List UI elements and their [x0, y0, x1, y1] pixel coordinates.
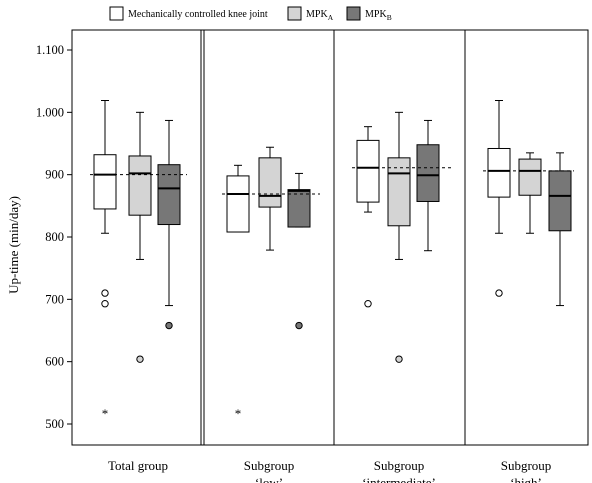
outlier-marker [495, 289, 503, 297]
outlier-marker [101, 289, 109, 297]
panel-group [352, 111, 451, 363]
group-sublabel: ‘low’ [255, 475, 283, 483]
box [226, 175, 250, 233]
legend-swatch-mpka [287, 6, 302, 21]
outlier-marker [395, 355, 403, 363]
outlier-marker [295, 321, 303, 330]
legend-label-mpka: MPKA [306, 9, 334, 22]
box [93, 154, 117, 210]
group-sublabel: ‘intermediate’ [362, 475, 436, 483]
panel-group: * [222, 146, 320, 421]
box [287, 189, 311, 228]
x-axis-labels: Total group Subgroup ‘low’ Subgroup ‘interme… [108, 458, 551, 483]
box [128, 155, 152, 216]
legend-label-mpkb: MPKB [365, 9, 392, 22]
extreme-marker: * [235, 406, 242, 421]
group-label: Subgroup [244, 458, 295, 473]
outlier-marker [364, 299, 372, 308]
legend-swatch-mechanical [109, 6, 124, 21]
outlier-marker [165, 321, 173, 330]
box [387, 157, 411, 227]
y-tick-label: 600 [45, 355, 64, 369]
outlier-marker [136, 355, 144, 363]
legend: Mechanically controlled knee joint MPKA … [109, 6, 392, 22]
legend-label-mechanical: Mechanically controlled knee joint [128, 9, 268, 20]
panel-dividers [200, 30, 466, 445]
y-tick-label: 700 [45, 292, 64, 306]
group-sublabel: ‘high’ [510, 475, 542, 483]
plot-marks: * * [90, 99, 574, 421]
group-label: Subgroup [501, 458, 552, 473]
y-tick-label: 1.000 [36, 105, 64, 119]
group-label: Subgroup [374, 458, 425, 473]
panel-group: * [90, 99, 187, 421]
box [487, 147, 511, 198]
box [548, 170, 572, 232]
box [416, 144, 440, 202]
legend-swatch-mpkb [346, 6, 361, 21]
extreme-marker: * [102, 406, 109, 421]
y-tick-label: 800 [45, 230, 64, 244]
y-tick-label: 500 [45, 417, 64, 431]
box [356, 139, 380, 203]
outlier-marker [101, 299, 109, 308]
y-tick-label: 1.100 [36, 43, 64, 57]
box [258, 157, 282, 208]
box [518, 158, 542, 196]
y-tick-label: 900 [45, 168, 64, 182]
plot-frame [71, 29, 589, 446]
y-axis: 500 600 700 800 900 1.000 1.100 [36, 43, 72, 431]
panel-group [483, 99, 574, 307]
box [157, 164, 181, 226]
y-axis-label: Up-time (min/day) [6, 196, 21, 294]
group-label: Total group [108, 458, 168, 473]
